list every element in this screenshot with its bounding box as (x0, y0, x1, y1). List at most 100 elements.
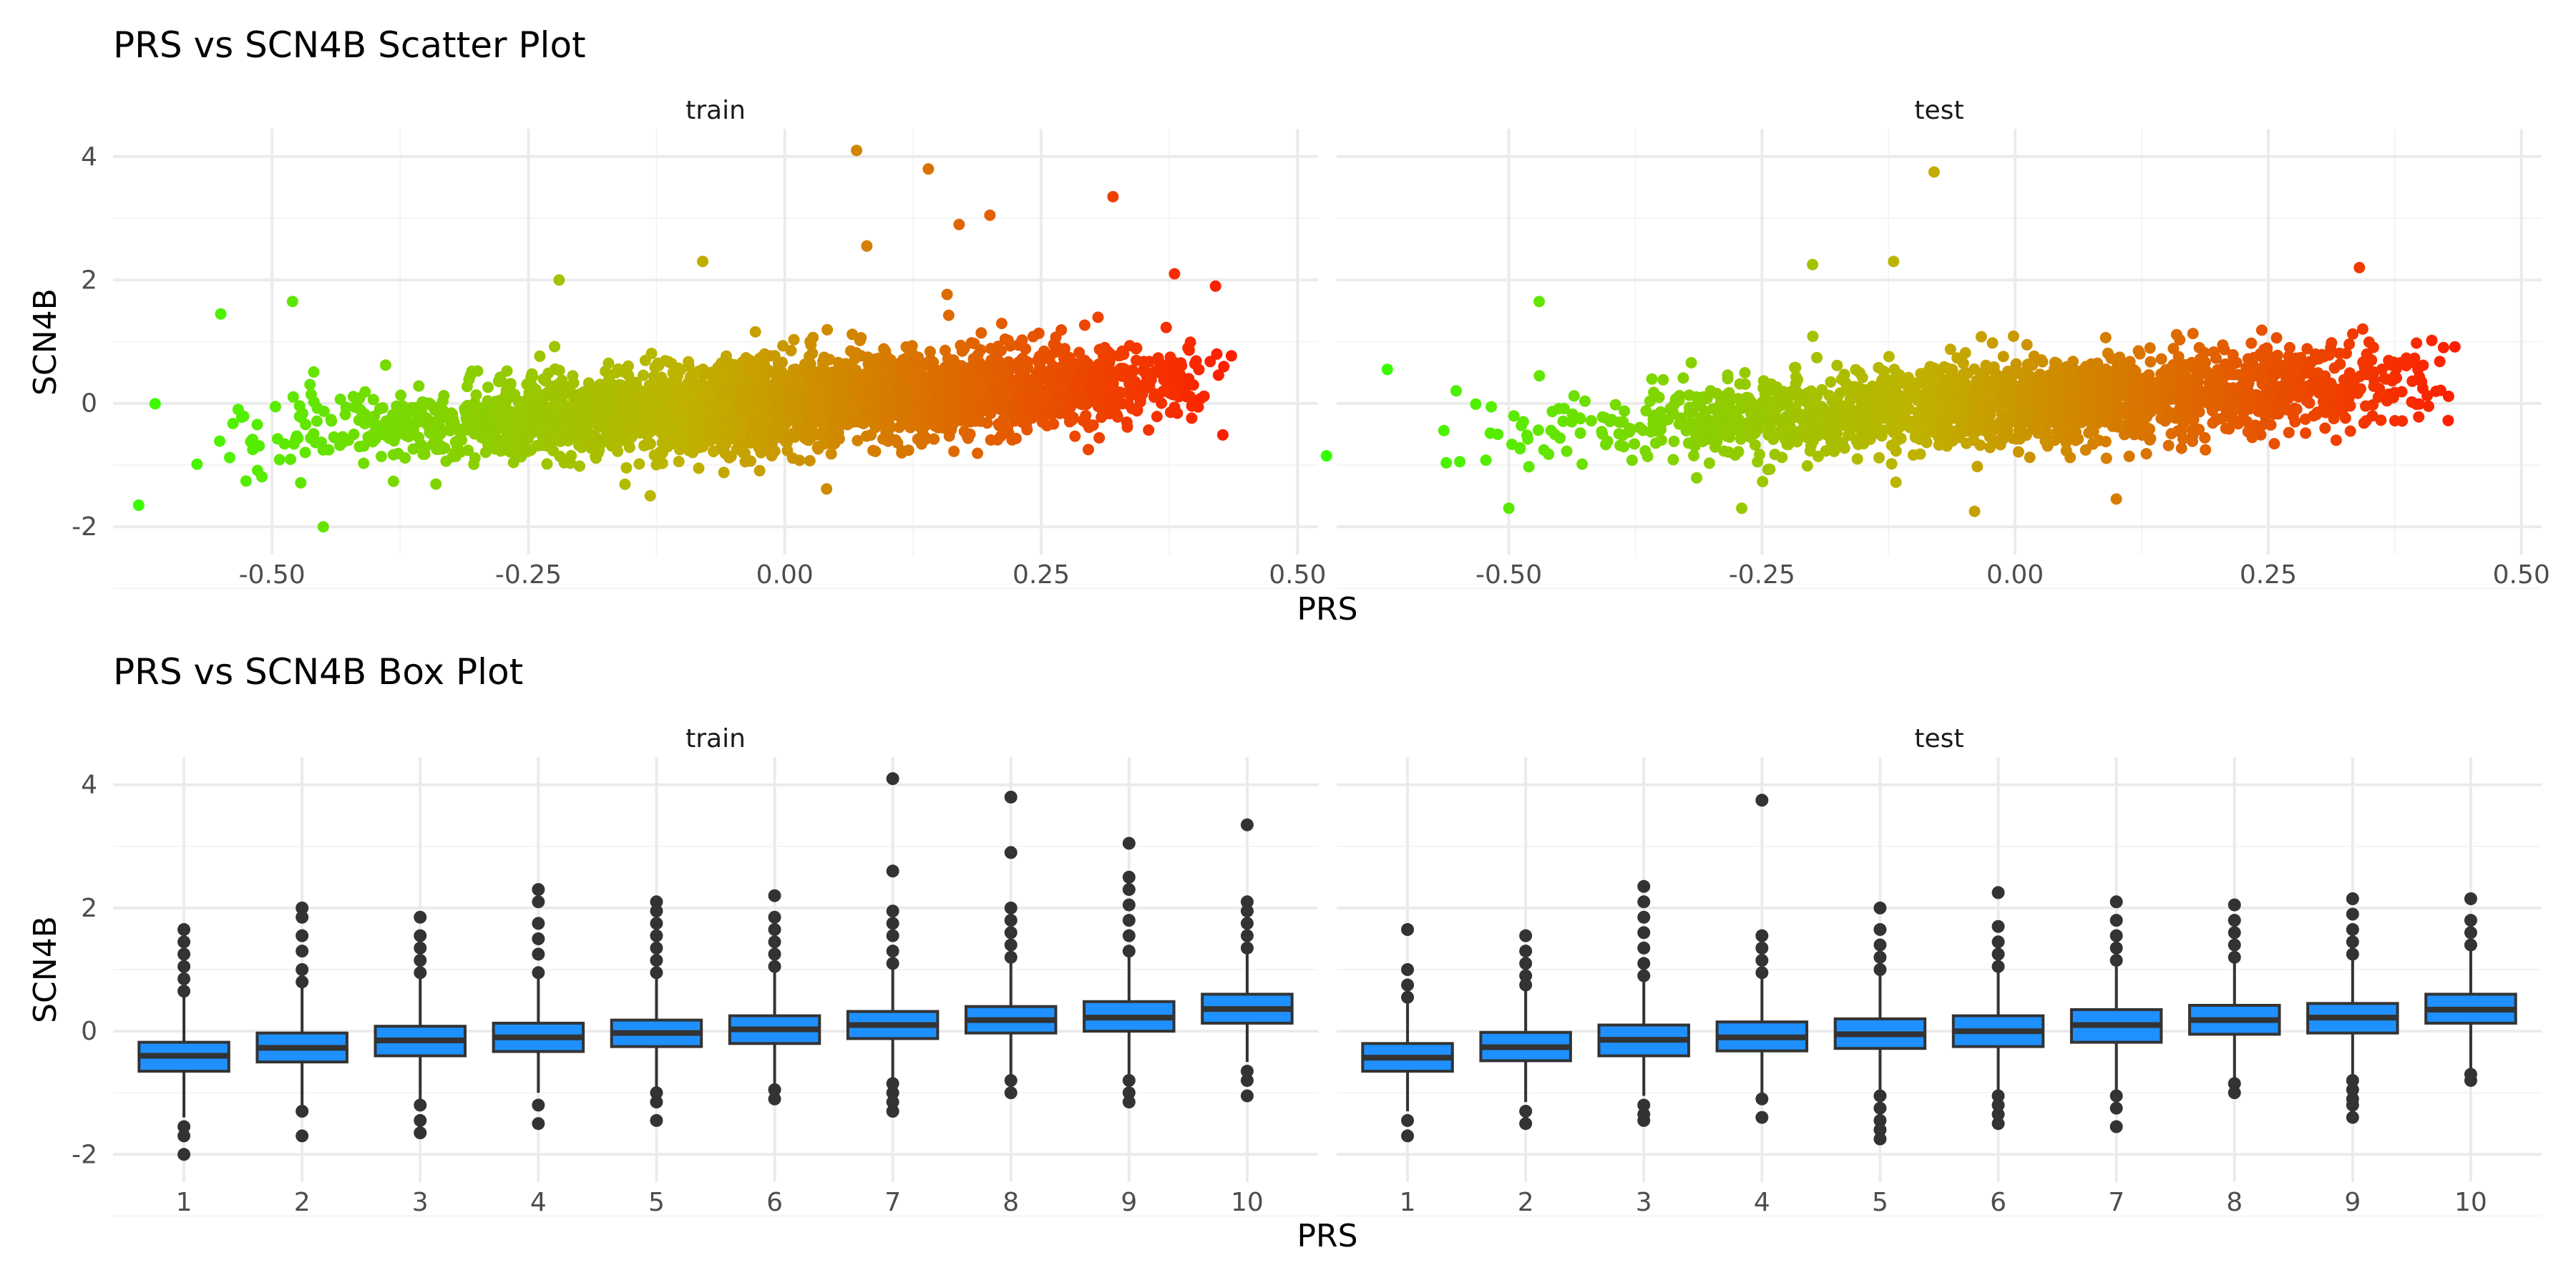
scatter-point (1131, 404, 1143, 416)
scatter-point (2307, 354, 2319, 366)
scatter-point (1523, 461, 1535, 473)
scatter-point (2024, 452, 2036, 464)
scatter-point (1077, 414, 1089, 426)
scatter-point (683, 422, 695, 434)
scatter-point (666, 419, 678, 431)
scatter-point (676, 409, 688, 421)
scatter-point (1754, 449, 1765, 461)
scatter-point (1209, 280, 1221, 292)
scatter-point (1561, 445, 1573, 457)
scatter-point (1023, 379, 1035, 391)
scatter-point (716, 362, 728, 374)
scatter-point (2193, 424, 2205, 436)
scatter-point (2389, 415, 2401, 426)
scatter-point (944, 415, 956, 427)
scatter-point (1944, 343, 1956, 356)
scatter-point (1789, 361, 1800, 374)
x-tick-label: 0.25 (2240, 560, 2297, 590)
scatter-point (693, 462, 705, 474)
scatter-point (793, 385, 805, 397)
scatter-point (781, 436, 793, 449)
scatter-point (893, 421, 905, 434)
scatter-point (2041, 426, 2053, 439)
scatter-point (836, 379, 848, 391)
scatter-point (304, 379, 316, 391)
scatter-point (2068, 379, 2080, 391)
scatter-point (1644, 395, 1656, 407)
scatter-point (2123, 450, 2135, 462)
scatter-point (594, 411, 606, 424)
scatter-point (595, 384, 608, 396)
scatter-point (1888, 421, 1900, 434)
scatter-point (1739, 378, 1751, 390)
scatter-point (2165, 428, 2177, 440)
scatter-point (1576, 458, 1589, 470)
scatter-point (952, 404, 965, 416)
scatter-point (537, 373, 550, 385)
scatter-point (1677, 372, 1689, 384)
scatter-point (719, 378, 731, 390)
scatter-point (466, 365, 478, 377)
scatter-point (2079, 444, 2092, 456)
scatter-point (945, 424, 957, 436)
scatter-point (1139, 366, 1151, 379)
scatter-point (985, 382, 997, 394)
scatter-point (602, 357, 615, 369)
scatter-point (395, 389, 407, 401)
scatter-point (432, 443, 444, 455)
scatter-point (1522, 433, 1534, 445)
scatter-point (1722, 446, 1735, 458)
scatter-point (1438, 424, 1450, 436)
scatter-point (2144, 342, 2156, 354)
scatter-point (2416, 382, 2429, 394)
scatter-point (1450, 385, 1462, 397)
scatter-point (323, 444, 335, 456)
scatter-point (227, 417, 239, 429)
scatter-point (1997, 351, 2009, 363)
scatter-point (756, 397, 769, 409)
scatter-point (2414, 398, 2426, 410)
scatter-point (1218, 361, 1230, 373)
scatter-point (623, 381, 635, 394)
scatter-point (848, 416, 860, 428)
scatter-point (582, 377, 595, 389)
scatter-point (914, 362, 926, 374)
scatter-point (2255, 324, 2268, 336)
scatter-point (1702, 414, 1714, 426)
scatter-point (2391, 372, 2402, 384)
scatter-point (1811, 351, 1823, 364)
scatter-point (849, 396, 861, 409)
scatter-point (1093, 431, 1106, 444)
scatter-point (985, 408, 997, 419)
scatter-point (499, 390, 512, 402)
scatter-point (2162, 439, 2175, 452)
scatter-point (697, 255, 709, 268)
scatter-point (709, 377, 721, 389)
scatter-point (353, 392, 366, 404)
scatter-point (668, 396, 680, 407)
scatter-point (1043, 386, 1055, 399)
scatter-point (737, 447, 749, 459)
scatter-point (1971, 461, 1984, 472)
scatter-point (1107, 190, 1119, 203)
scatter-point (861, 240, 873, 252)
scatter-point (955, 360, 967, 372)
scatter-point (2343, 338, 2356, 350)
scatter-point (1600, 439, 1612, 451)
scatter-point (655, 414, 667, 426)
y-tick-label: 2 (81, 265, 97, 295)
scatter-point (2372, 391, 2384, 403)
scatter-point (1111, 411, 1123, 423)
scatter-point (498, 411, 510, 423)
scatter-point (914, 416, 926, 429)
scatter-point (1945, 403, 1957, 415)
scatter-point (794, 454, 806, 467)
scatter-point (960, 410, 972, 422)
scatter-point (2100, 452, 2112, 464)
scatter-point (656, 375, 668, 387)
scatter-point (1104, 348, 1116, 360)
scatter-point (984, 209, 996, 221)
scatter-point (1002, 391, 1014, 404)
scatter-point (431, 434, 443, 446)
scatter-point (1057, 364, 1069, 376)
